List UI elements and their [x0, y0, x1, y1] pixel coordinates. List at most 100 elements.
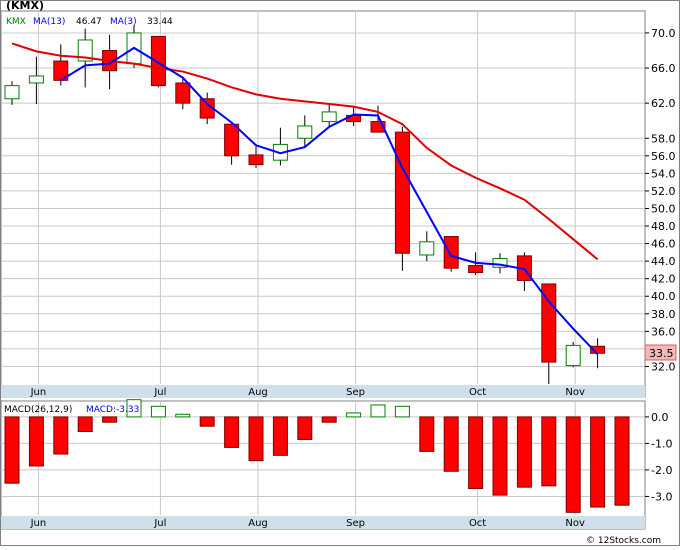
macd-xtick-label: Jun — [30, 518, 47, 529]
macd-label: MACD(26,12,9) — [4, 405, 72, 415]
candle-up — [492, 257, 508, 268]
candle-down — [224, 123, 240, 157]
price-ytick-label: 44.0 — [651, 255, 676, 268]
price-date-axis: Jun Jul Aug Sep Oct Nov — [30, 387, 585, 398]
macd-bar-negative — [272, 416, 288, 456]
macd-bar-negative — [4, 416, 20, 484]
candle-down — [468, 265, 484, 274]
macd-bar-negative — [541, 416, 557, 487]
macd-bar-negative — [614, 416, 630, 506]
candle-down — [248, 154, 264, 166]
candle-up — [321, 111, 337, 123]
legend-ma3-value: 33.44 — [147, 17, 173, 27]
price-ytick-label: 62.0 — [651, 97, 676, 110]
chart-title: (KMX) — [6, 0, 44, 12]
macd-xtick-label: Jul — [153, 518, 166, 529]
price-xtick-label: Oct — [469, 387, 486, 398]
macd-bar-positive — [370, 404, 386, 418]
moving-average-lines — [11, 42, 599, 355]
macd-bar-positive — [175, 413, 191, 418]
ma13-line — [11, 42, 599, 261]
watermark: © 12Stocks.com — [586, 536, 661, 546]
macd-bar-negative — [199, 416, 215, 427]
candle-up — [297, 125, 313, 139]
price-ytick-label: 48.0 — [651, 220, 676, 233]
macd-bar-negative — [102, 416, 118, 423]
last-price-tag-box — [644, 344, 677, 361]
price-ytick-label: 66.0 — [651, 62, 676, 75]
legend-ma3-label: MA(3) — [110, 17, 137, 27]
macd-panel: Jun Jul Aug Sep Oct Nov 0.0 -1.0 -2.0 -3.0 — [0, 399, 672, 530]
macd-ytick-label: -2.0 — [651, 464, 672, 477]
macd-bar-positive — [150, 405, 166, 418]
macd-bar-negative — [419, 416, 435, 452]
macd-bar-negative — [468, 416, 484, 489]
macd-bar-negative — [321, 416, 337, 423]
legend-ma13-value: 46.47 — [76, 17, 102, 27]
macd-bar-positive — [394, 405, 410, 418]
macd-bar-negative — [53, 416, 69, 455]
macd-bar-negative — [248, 416, 264, 462]
macd-xtick-label: Aug — [248, 518, 268, 529]
macd-ytick-label: -3.0 — [651, 490, 672, 503]
price-plot-area — [0, 10, 646, 398]
macd-value-label: MACD:-3.33 — [86, 405, 139, 415]
macd-bar-positive — [346, 412, 362, 418]
macd-xtick-label: Oct — [469, 518, 486, 529]
price-ytick-label: 70.0 — [651, 27, 676, 40]
macd-bar-negative — [77, 416, 93, 432]
price-ytick-label: 40.0 — [651, 290, 676, 303]
macd-bar-positive — [126, 399, 142, 418]
candle-up — [565, 344, 581, 367]
price-ytick-label: 58.0 — [651, 132, 676, 145]
legend-symbol: KMX — [6, 17, 26, 27]
price-xtick-label: Jul — [153, 387, 166, 398]
candle-down — [394, 131, 410, 254]
price-ytick-label: 56.0 — [651, 150, 676, 163]
macd-bars — [4, 399, 630, 513]
candle-down — [541, 283, 557, 363]
price-value-axis: 32.034.036.038.040.042.044.046.048.050.0… — [645, 27, 676, 373]
candle-up — [77, 39, 93, 62]
price-xtick-label: Sep — [346, 387, 365, 398]
price-date-axis-band — [1, 385, 645, 398]
price-xtick-label: Aug — [248, 387, 268, 398]
price-ytick-label: 36.0 — [651, 325, 676, 338]
candle-down — [53, 60, 69, 81]
price-gridlines — [1, 11, 645, 384]
candle-up — [4, 85, 20, 100]
candle-up — [419, 241, 435, 256]
macd-bar-negative — [590, 416, 606, 508]
last-price-value: 33.5 — [649, 347, 674, 360]
candle-down — [175, 82, 191, 104]
last-price-tag: 33.5 — [644, 344, 677, 361]
price-ytick-label: 54.0 — [651, 167, 676, 180]
price-xtick-label: Jun — [30, 387, 47, 398]
price-ytick-label: 42.0 — [651, 273, 676, 286]
macd-bar-negative — [28, 416, 44, 467]
macd-bar-negative — [565, 416, 581, 513]
macd-value-axis: 0.0 -1.0 -2.0 -3.0 — [645, 411, 672, 503]
macd-date-axis: Jun Jul Aug Sep Oct Nov — [30, 518, 585, 529]
macd-xtick-label: Sep — [346, 518, 365, 529]
legend-ma13-label: MA(13) — [33, 17, 65, 27]
candle-up — [28, 75, 44, 84]
macd-bar-negative — [443, 416, 459, 472]
price-ytick-label: 46.0 — [651, 238, 676, 251]
macd-bar-negative — [297, 416, 313, 440]
price-ytick-label: 50.0 — [651, 202, 676, 215]
macd-xtick-label: Nov — [565, 518, 585, 529]
macd-ytick-label: -1.0 — [651, 437, 672, 450]
candle-down — [370, 121, 386, 133]
macd-bar-negative — [516, 416, 532, 488]
price-ytick-label: 32.0 — [651, 360, 676, 373]
macd-bar-negative — [224, 416, 240, 448]
macd-bar-negative — [492, 416, 508, 496]
price-ytick-label: 52.0 — [651, 185, 676, 198]
price-ytick-label: 38.0 — [651, 308, 676, 321]
candle-down — [443, 236, 459, 269]
macd-date-axis-band — [1, 516, 645, 529]
